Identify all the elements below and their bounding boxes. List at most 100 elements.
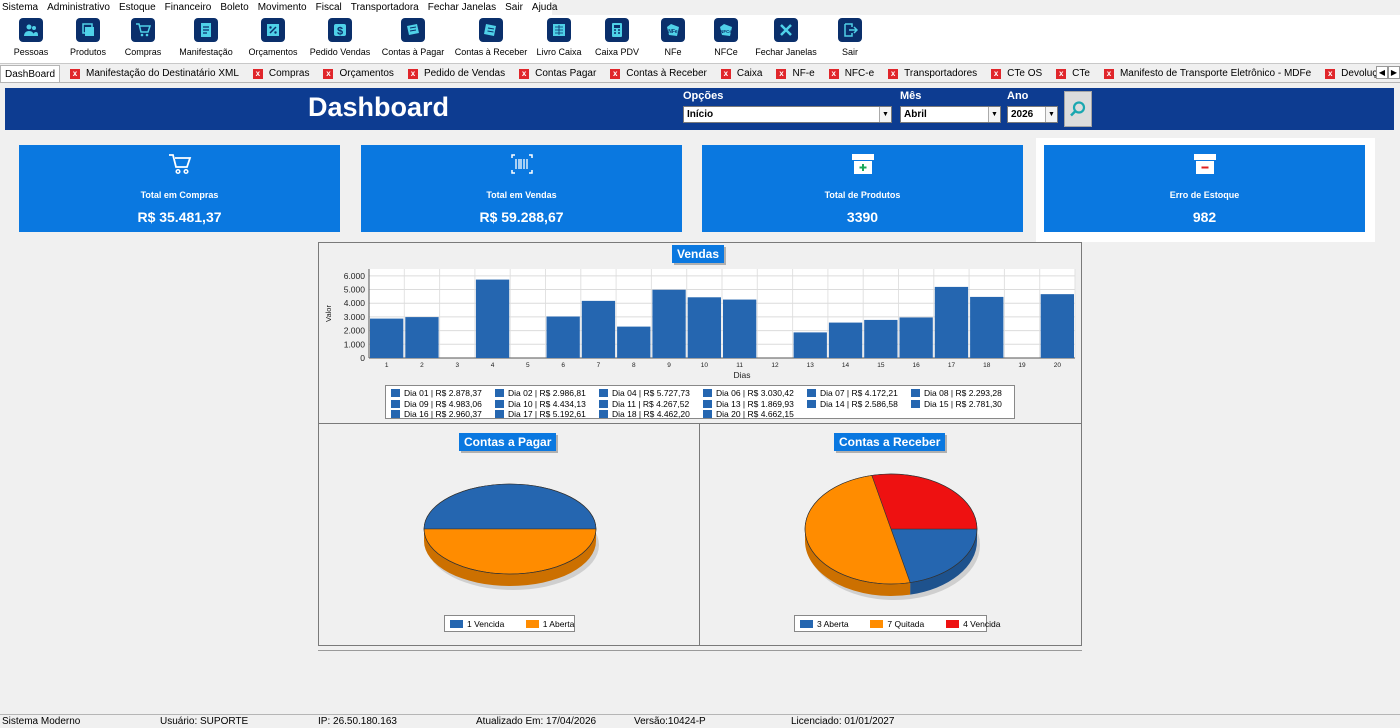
tab-nfce[interactable]: x NFC-e	[819, 66, 878, 82]
vendas-chart-panel: Vendas 0 1.000 2.000 3.000 4.000 5.000 6.000 1 2…	[318, 242, 1082, 424]
menu-sair[interactable]: Sair	[505, 2, 523, 13]
box-plus-icon	[851, 154, 874, 174]
close-icon[interactable]: x	[888, 68, 899, 79]
close-icon[interactable]: x	[991, 68, 1002, 79]
legend-swatch	[391, 399, 400, 408]
chart-title: Vendas	[672, 245, 725, 263]
x-tick-label: 12	[771, 362, 779, 369]
chevron-down-icon[interactable]: ▼	[879, 107, 891, 122]
legend-swatch	[807, 389, 816, 397]
tab-transportadores[interactable]: x Transportadores	[878, 66, 981, 82]
chevron-down-icon[interactable]: ▼	[1045, 107, 1057, 122]
toolbar-label: Livro Caixa	[536, 47, 582, 57]
close-icon[interactable]: x	[1103, 68, 1114, 79]
close-icon[interactable]: x	[776, 68, 787, 79]
toolbar-produtos-button[interactable]: Produtos	[69, 18, 107, 64]
legend-label: Dia 08 | R$ 2.293,28	[924, 388, 1002, 398]
menu-boleto[interactable]: Boleto	[220, 2, 249, 13]
toolbar-label: Manifestação	[179, 47, 233, 57]
tab-caixa[interactable]: x Caixa	[711, 66, 767, 82]
search-icon	[1070, 101, 1086, 117]
tab-nfe[interactable]: x NF-e	[766, 66, 818, 82]
legend-item: Dia 20 | R$ 4.662,15	[703, 409, 794, 419]
menu-fechar-janelas[interactable]: Fechar Janelas	[427, 2, 497, 13]
tab-pedido-vendas[interactable]: x Pedido de Vendas	[398, 66, 509, 82]
tab-mdfe[interactable]: x Manifesto de Transporte Eletrônico - MD…	[1094, 66, 1315, 82]
toolbar-nfe-button[interactable]: NFe NFe	[658, 18, 688, 64]
menu-transportadora[interactable]: Transportadora	[350, 2, 419, 13]
legend-swatch	[911, 389, 920, 397]
legend-label: Dia 14 | R$ 2.586,58	[820, 398, 898, 409]
toolbar-livro-caixa-button[interactable]: Livro Caixa	[536, 18, 582, 64]
tab-contas-pagar[interactable]: x Contas Pagar	[509, 66, 600, 82]
toolbar-sair-button[interactable]: Sair	[837, 18, 863, 64]
legend-swatch	[495, 399, 504, 408]
dollar-icon: $	[328, 18, 352, 42]
toolbar-pessoas-button[interactable]: Pessoas	[12, 18, 50, 64]
toolbar-label: Fechar Janelas	[755, 47, 817, 57]
tab-contas-receber[interactable]: x Contas à Receber	[600, 66, 711, 82]
toolbar-orcamentos-button[interactable]: Orçamentos	[247, 18, 299, 64]
toolbar-fechar-janelas-button[interactable]: Fechar Janelas	[755, 18, 817, 64]
tab-cte-os[interactable]: x CTe OS	[981, 66, 1046, 82]
close-icon[interactable]: x	[70, 68, 81, 79]
x-tick-label: 16	[913, 362, 921, 369]
contas-pagar-pie-chart	[423, 483, 599, 590]
close-icon[interactable]: x	[720, 68, 731, 79]
close-icon[interactable]: x	[519, 68, 530, 79]
toolbar-manifestacao-button[interactable]: Manifestação	[179, 18, 233, 64]
toolbar-compras-button[interactable]: Compras	[124, 18, 162, 64]
chevron-left-icon[interactable]: ◀	[1376, 66, 1388, 79]
tab-cte[interactable]: x CTe	[1046, 66, 1094, 82]
menu-administrativo[interactable]: Administrativo	[47, 2, 110, 13]
bills-icon	[401, 18, 425, 42]
menu-movimento[interactable]: Movimento	[257, 2, 307, 13]
toolbar-label: Produtos	[69, 47, 107, 57]
nfe-icon: NFe	[661, 18, 685, 42]
close-icon[interactable]: x	[407, 68, 418, 79]
toolbar-contas-receber-button[interactable]: Contas à Receber	[455, 18, 527, 64]
close-windows-icon	[774, 18, 798, 42]
menu-fiscal[interactable]: Fiscal	[315, 2, 342, 13]
ledger-icon	[547, 18, 571, 42]
x-tick-label: 18	[983, 362, 991, 369]
menu-sistema[interactable]: Sistema	[2, 2, 39, 13]
menu-estoque[interactable]: Estoque	[118, 2, 156, 13]
opcoes-select[interactable]: Início ▼	[683, 106, 892, 123]
search-button[interactable]	[1064, 91, 1092, 127]
toolbar-caixa-pdv-button[interactable]: Caixa PDV	[595, 18, 639, 64]
tab-manifestacao[interactable]: x Manifestação do Destinatário XML	[60, 66, 243, 82]
mes-select[interactable]: Abril ▼	[900, 106, 1001, 123]
status-version: Versão:10424-P	[634, 716, 706, 727]
chart-title: Contas a Receber	[834, 433, 946, 451]
menu-ajuda[interactable]: Ajuda	[531, 2, 558, 13]
tab-dashboard[interactable]: DashBoard	[0, 65, 61, 82]
chevron-down-icon[interactable]: ▼	[988, 107, 1000, 122]
legend-label: 7 Quitada	[887, 619, 925, 629]
close-icon[interactable]: x	[1325, 68, 1336, 79]
close-icon[interactable]: x	[828, 68, 839, 79]
tab-compras[interactable]: x Compras	[243, 66, 314, 82]
toolbar-pedido-vendas-button[interactable]: $ Pedido Vendas	[310, 18, 370, 64]
legend-label: 1 Aberta	[542, 619, 575, 629]
toolbar-nfce-button[interactable]: NFCe NFCe	[711, 18, 741, 64]
y-tick-label: 6.000	[344, 271, 366, 281]
close-icon[interactable]: x	[610, 68, 621, 79]
ano-select[interactable]: 2026 ▼	[1007, 106, 1058, 123]
menu-financeiro[interactable]: Financeiro	[164, 2, 212, 13]
tab-orcamentos[interactable]: x Orçamentos	[313, 66, 397, 82]
tab-label: Compras	[268, 68, 310, 79]
x-axis-label: Dias	[733, 370, 750, 380]
close-icon[interactable]: x	[1056, 68, 1067, 79]
tab-label: Manifestação do Destinatário XML	[86, 68, 239, 79]
tab-label: CTe	[1072, 68, 1090, 79]
people-icon	[19, 18, 43, 42]
chevron-right-icon[interactable]: ▶	[1388, 66, 1400, 79]
close-icon[interactable]: x	[252, 68, 263, 79]
x-tick-label: 10	[701, 362, 709, 369]
toolbar-contas-pagar-button[interactable]: Contas à Pagar	[382, 18, 444, 64]
close-icon[interactable]: x	[323, 68, 334, 79]
legend-swatch	[703, 389, 712, 397]
chart-title: Contas a Pagar	[459, 433, 557, 451]
